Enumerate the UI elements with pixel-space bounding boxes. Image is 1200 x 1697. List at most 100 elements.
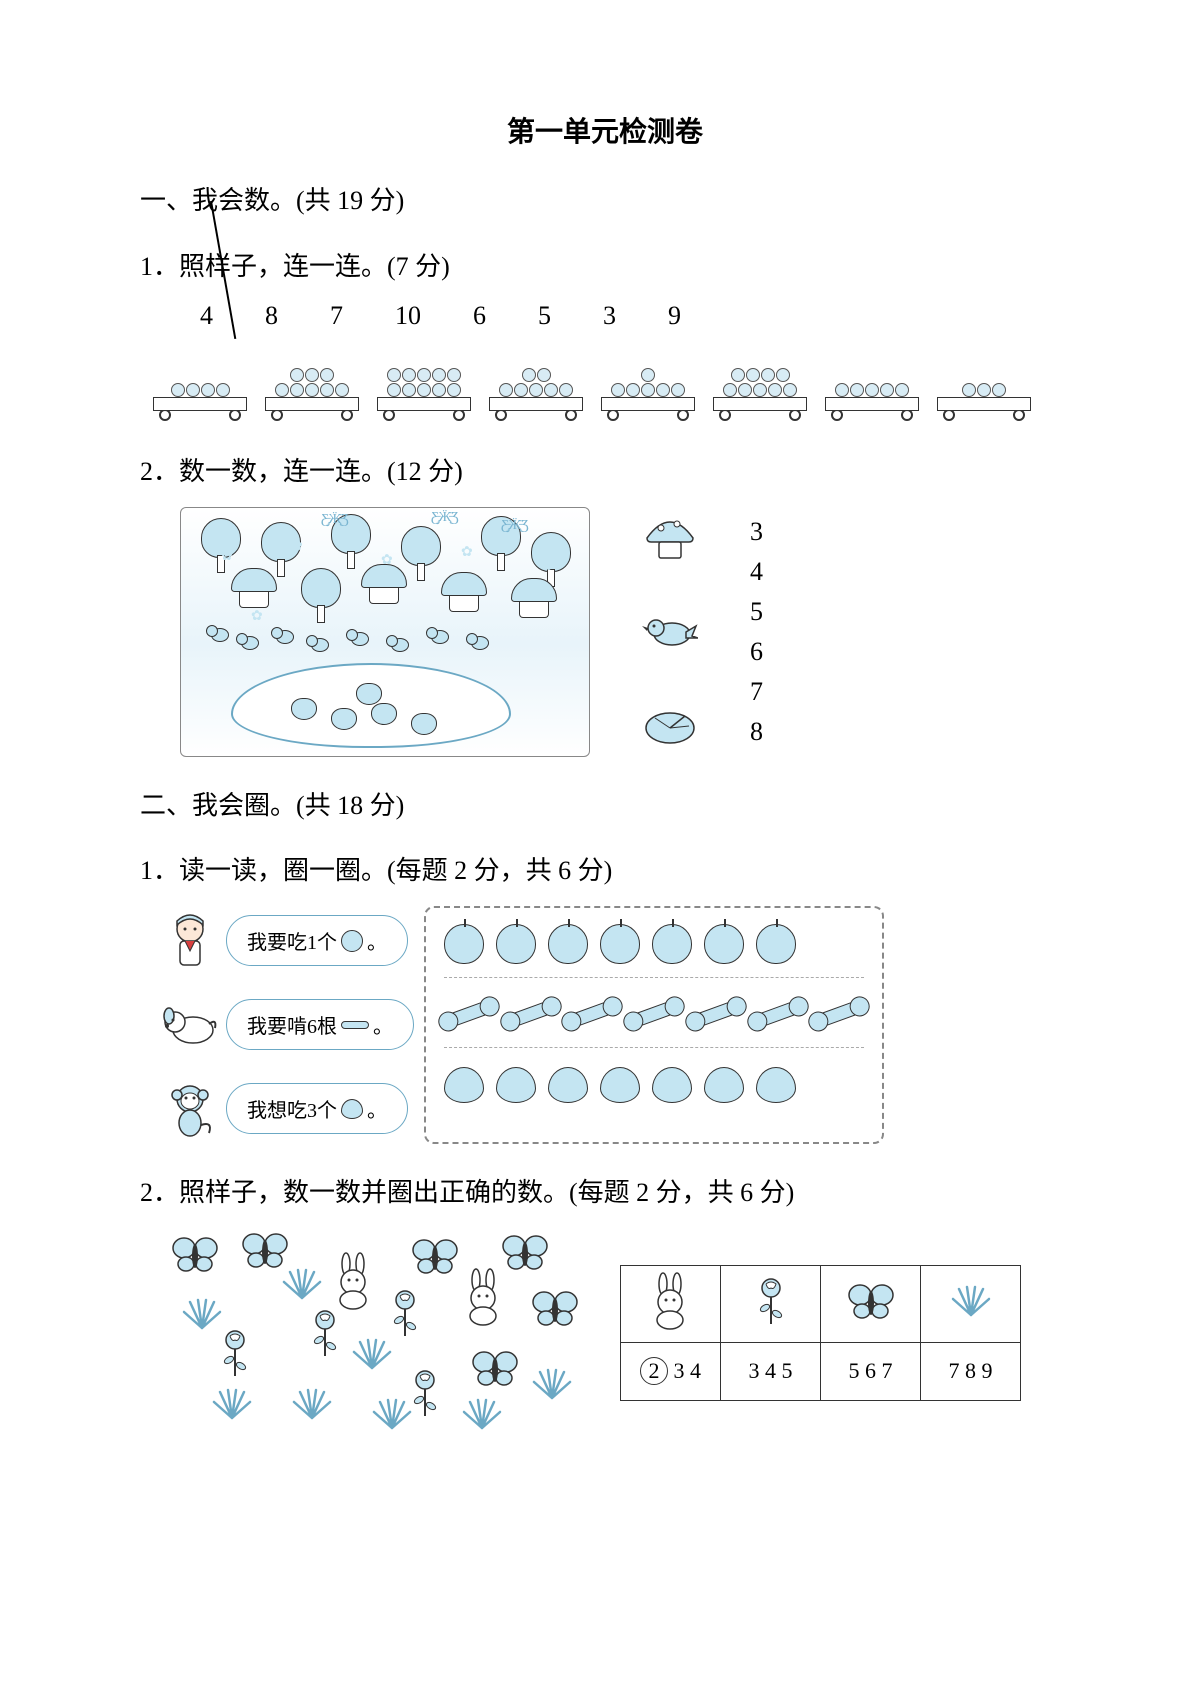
bone-icon (813, 999, 865, 1029)
number: 9 (668, 301, 681, 331)
items-row (444, 988, 864, 1048)
fruit-cart (934, 341, 1034, 421)
rose-icon (220, 1328, 250, 1378)
butterfly-icon (170, 1234, 220, 1274)
grass-icon (370, 1398, 414, 1430)
grass-icon (350, 1338, 394, 1370)
butterfly-icon (410, 1236, 460, 1276)
flower-icon: ✿ (221, 548, 235, 562)
q1-1-number-row: 4 8 7 10 6 5 3 9 (200, 301, 1070, 331)
chick-icon (311, 638, 329, 652)
match-number: 8 (750, 717, 763, 747)
bone-icon (505, 999, 557, 1029)
speakers-column: 我要吃1个 。 我要啃6根 。 我想吃3个 。 (160, 906, 414, 1144)
q1-2-container: ✿✿✿✿✿✿Ƹ̵̡Ӝ̵̨̄ƷƸ̵̡Ӝ̵̨̄ƷƸ̵̡Ӝ̵̨̄Ʒ 3 4 5 6 7… (180, 507, 1070, 757)
question-2-1: 1．读一读，圈一圈。(每题 2 分，共 6 分) (140, 850, 1070, 892)
butterfly-icon (470, 1348, 520, 1388)
bird-icon (640, 607, 700, 657)
match-number: 7 (750, 677, 763, 707)
bubble-text: 我要吃1个 (247, 926, 337, 955)
frog-icon (356, 683, 382, 705)
answer-options-cell: 7 8 9 (921, 1342, 1021, 1400)
bone-icon (567, 999, 619, 1029)
fruit-cart (486, 341, 586, 421)
number: 5 (538, 301, 551, 331)
number: 8 (265, 301, 278, 331)
fruit-cart (150, 341, 250, 421)
tree-icon (301, 568, 341, 623)
table-icon-rabbit (621, 1265, 721, 1342)
apple-icon (341, 930, 363, 952)
house-icon (441, 572, 487, 612)
fruit-cart (710, 341, 810, 421)
peach-icon (496, 1067, 536, 1103)
circled-answer: 2 (640, 1357, 668, 1385)
bone-icon (443, 999, 495, 1029)
butterfly-icon (240, 1230, 290, 1270)
answer-options-cell: 2 3 4 (621, 1342, 721, 1400)
chick-icon (431, 630, 449, 644)
items-box (424, 906, 884, 1144)
fruit-cart (374, 341, 474, 421)
match-icons (640, 511, 700, 753)
q1-1-carts (150, 341, 1070, 421)
question-1-2: 2．数一数，连一连。(12 分) (140, 451, 1070, 493)
rose-icon (390, 1288, 420, 1338)
chick-icon (391, 638, 409, 652)
frog-icon (371, 703, 397, 725)
mushroom-house-icon (640, 511, 700, 561)
dog-icon (160, 995, 220, 1055)
peach-icon (444, 1067, 484, 1103)
peach-icon (704, 1067, 744, 1103)
rose-icon (310, 1308, 340, 1358)
items-row (444, 1058, 864, 1118)
butterfly-icon: Ƹ̵̡Ӝ̵̨̄Ʒ (321, 512, 337, 524)
apple-icon (704, 924, 744, 964)
apple-icon (600, 924, 640, 964)
tree-icon (201, 518, 241, 573)
bubble-text: 我要啃6根 (247, 1010, 337, 1039)
answer-options-cell: 5 6 7 (821, 1342, 921, 1400)
butterfly-icon: Ƹ̵̡Ӝ̵̨̄Ʒ (501, 518, 517, 530)
boy-icon (160, 911, 220, 971)
apple-icon (652, 924, 692, 964)
flower-icon: ✿ (381, 552, 395, 566)
fruit-cart (262, 341, 362, 421)
bubble-text: 我想吃3个 (247, 1094, 337, 1123)
fruit-cart (822, 341, 922, 421)
speech-bubble: 我想吃3个 。 (226, 1083, 408, 1134)
speech-bubble: 我要啃6根 。 (226, 999, 414, 1050)
match-number: 3 (750, 517, 763, 547)
apple-icon (756, 924, 796, 964)
chick-icon (471, 636, 489, 650)
table-icon-rose (721, 1265, 821, 1342)
question-1-1: 1．照样子，连一连。(7 分) (140, 246, 1070, 288)
bubble-suffix: 。 (367, 1094, 387, 1123)
grass-icon (180, 1298, 224, 1330)
speaker-row: 我要吃1个 。 (160, 906, 414, 976)
butterfly-icon (500, 1232, 550, 1272)
match-number: 5 (750, 597, 763, 627)
match-numbers: 3 4 5 6 7 8 (750, 517, 763, 747)
table-icon-grass (921, 1265, 1021, 1342)
frog-icon (411, 713, 437, 735)
butterfly-icon: Ƹ̵̡Ӝ̵̨̄Ʒ (431, 510, 447, 522)
peach-icon (548, 1067, 588, 1103)
match-number: 4 (750, 557, 763, 587)
number: 3 (603, 301, 616, 331)
lily-pad-icon (640, 703, 700, 753)
speaker-row: 我要啃6根 。 (160, 990, 414, 1060)
frog-icon (291, 698, 317, 720)
peach-icon (600, 1067, 640, 1103)
section-1-heading: 一、我会数。(共 19 分) (140, 180, 1070, 222)
house-icon (511, 578, 557, 618)
number: 10 (395, 301, 421, 331)
house-icon (231, 568, 277, 608)
section-2-heading: 二、我会圈。(共 18 分) (140, 785, 1070, 827)
number: 7 (330, 301, 343, 331)
flower-icon: ✿ (251, 608, 265, 622)
q2-2-container: 2 3 4 3 4 5 5 6 7 7 8 9 (160, 1228, 1070, 1438)
bubble-suffix: 。 (367, 926, 387, 955)
butterfly-icon (530, 1288, 580, 1328)
bone-icon (690, 999, 742, 1029)
